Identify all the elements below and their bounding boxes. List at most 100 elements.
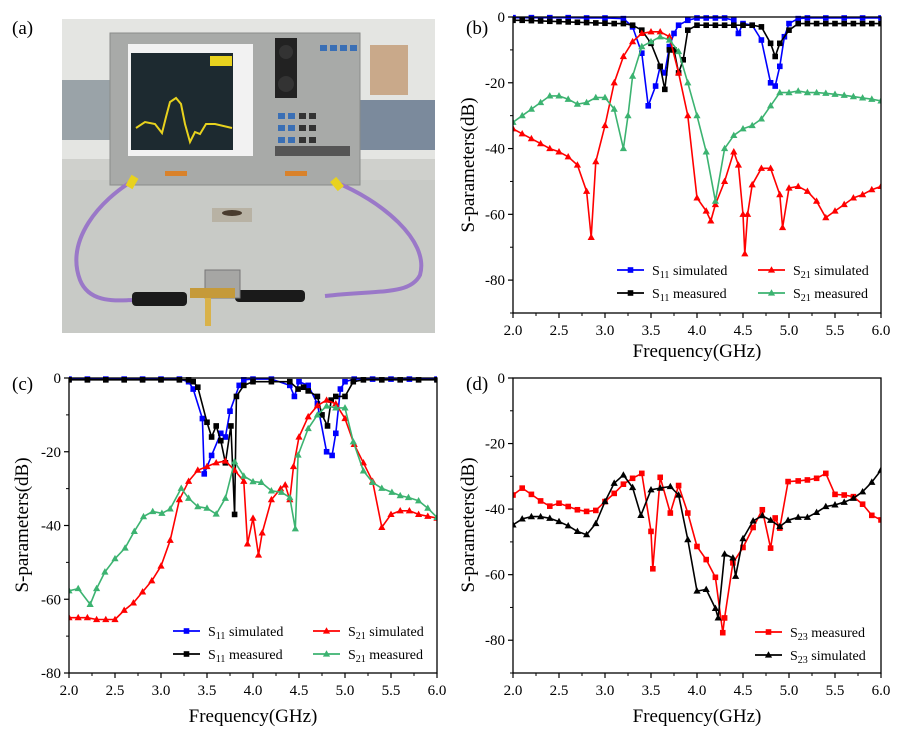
x-tick-label: 2.0: [504, 683, 523, 699]
data-point: [396, 491, 404, 499]
data-point: [258, 529, 266, 536]
data-point: [868, 95, 876, 102]
data-point: [513, 521, 517, 528]
legend-swatch-marker: [183, 651, 190, 657]
data-point: [103, 377, 109, 383]
y-axis-title-c: S-parameters(dB): [12, 457, 33, 592]
data-point: [341, 414, 349, 422]
data-point: [547, 503, 553, 509]
data-point: [675, 47, 683, 55]
series-s11-simulated: [69, 376, 437, 477]
legend-swatch-marker: [764, 651, 773, 658]
data-point: [121, 544, 129, 551]
data-point: [564, 95, 572, 102]
data-point: [537, 512, 545, 520]
legend-swatch-marker: [322, 627, 331, 634]
data-point: [684, 535, 692, 543]
x-tick-label: 2.5: [550, 683, 569, 699]
data-point: [433, 513, 437, 520]
data-point: [662, 70, 668, 76]
data-point: [786, 27, 792, 33]
data-point: [291, 393, 298, 400]
data-point: [388, 488, 396, 495]
data-point: [822, 502, 830, 510]
data-point: [304, 424, 312, 432]
data-point: [149, 507, 157, 515]
data-point: [729, 554, 737, 561]
data-point: [227, 408, 233, 414]
data-point: [404, 493, 413, 501]
data-point: [749, 22, 755, 29]
data-point: [813, 197, 821, 204]
series-s21-simulated: [513, 28, 881, 257]
data-point: [513, 492, 516, 498]
data-point: [573, 527, 581, 534]
data-point: [528, 491, 535, 498]
data-point: [823, 15, 829, 21]
data-point: [121, 377, 127, 383]
x-tick-label: 4.5: [734, 323, 753, 339]
data-point: [324, 423, 331, 429]
x-axis-title-d: Frequency(GHz): [633, 706, 762, 727]
data-point: [803, 513, 811, 520]
data-point: [249, 514, 257, 521]
data-point: [758, 24, 765, 30]
data-point: [158, 377, 164, 383]
data-point: [257, 478, 265, 485]
legend-item: S21 simulated: [313, 625, 424, 642]
data-point: [859, 190, 867, 198]
series-line: [69, 378, 437, 475]
data-point: [694, 22, 700, 29]
data-point: [694, 543, 700, 550]
data-point: [241, 382, 247, 389]
x-tick-label: 3.5: [642, 683, 661, 699]
data-point: [619, 471, 627, 478]
x-tick-label: 5.0: [780, 323, 799, 339]
data-point: [757, 164, 765, 171]
data-point: [199, 415, 206, 422]
chart-d: 2.0 2.5 3.0 3.5 4.0 4.5 5.0 5.5 6.0 0 -20 -40 -60 -80…: [485, 371, 890, 699]
data-point: [349, 437, 357, 445]
data-point: [850, 20, 857, 27]
data-point: [601, 497, 609, 505]
data-point: [333, 430, 339, 437]
legend-item: S11 measured: [617, 287, 727, 304]
data-point: [772, 53, 778, 60]
data-point: [240, 472, 248, 479]
x-tick-label: 2.0: [504, 323, 523, 339]
data-point: [739, 210, 747, 217]
x-tick-label: 6.0: [428, 683, 447, 699]
data-point: [267, 495, 275, 503]
data-point: [281, 481, 289, 488]
measurement-setup-photo: [62, 19, 435, 333]
data-point: [877, 466, 881, 473]
data-point: [69, 613, 73, 621]
data-point: [711, 200, 719, 208]
data-point: [602, 20, 608, 27]
data-point: [639, 470, 645, 477]
data-point: [204, 419, 210, 426]
data-point: [359, 467, 367, 474]
data-point: [730, 148, 738, 155]
data-point: [786, 20, 792, 27]
data-point: [823, 20, 829, 27]
legend-item: S21 measured: [313, 648, 423, 665]
data-point: [329, 452, 335, 459]
data-point: [748, 180, 756, 188]
data-point: [831, 90, 839, 97]
data-point: [208, 452, 215, 459]
data-point: [231, 511, 238, 518]
data-point: [849, 92, 857, 100]
legend-swatch-marker: [627, 267, 634, 273]
data-point: [573, 100, 581, 107]
x-tick-label: 5.0: [780, 683, 799, 699]
data-point: [638, 29, 646, 37]
data-point: [583, 98, 591, 106]
data-point: [212, 510, 220, 517]
data-point: [602, 15, 608, 21]
x-tick-label: 2.5: [550, 323, 569, 339]
data-point: [776, 522, 784, 530]
data-point: [565, 19, 571, 25]
data-point: [93, 584, 101, 592]
data-point: [666, 482, 674, 490]
